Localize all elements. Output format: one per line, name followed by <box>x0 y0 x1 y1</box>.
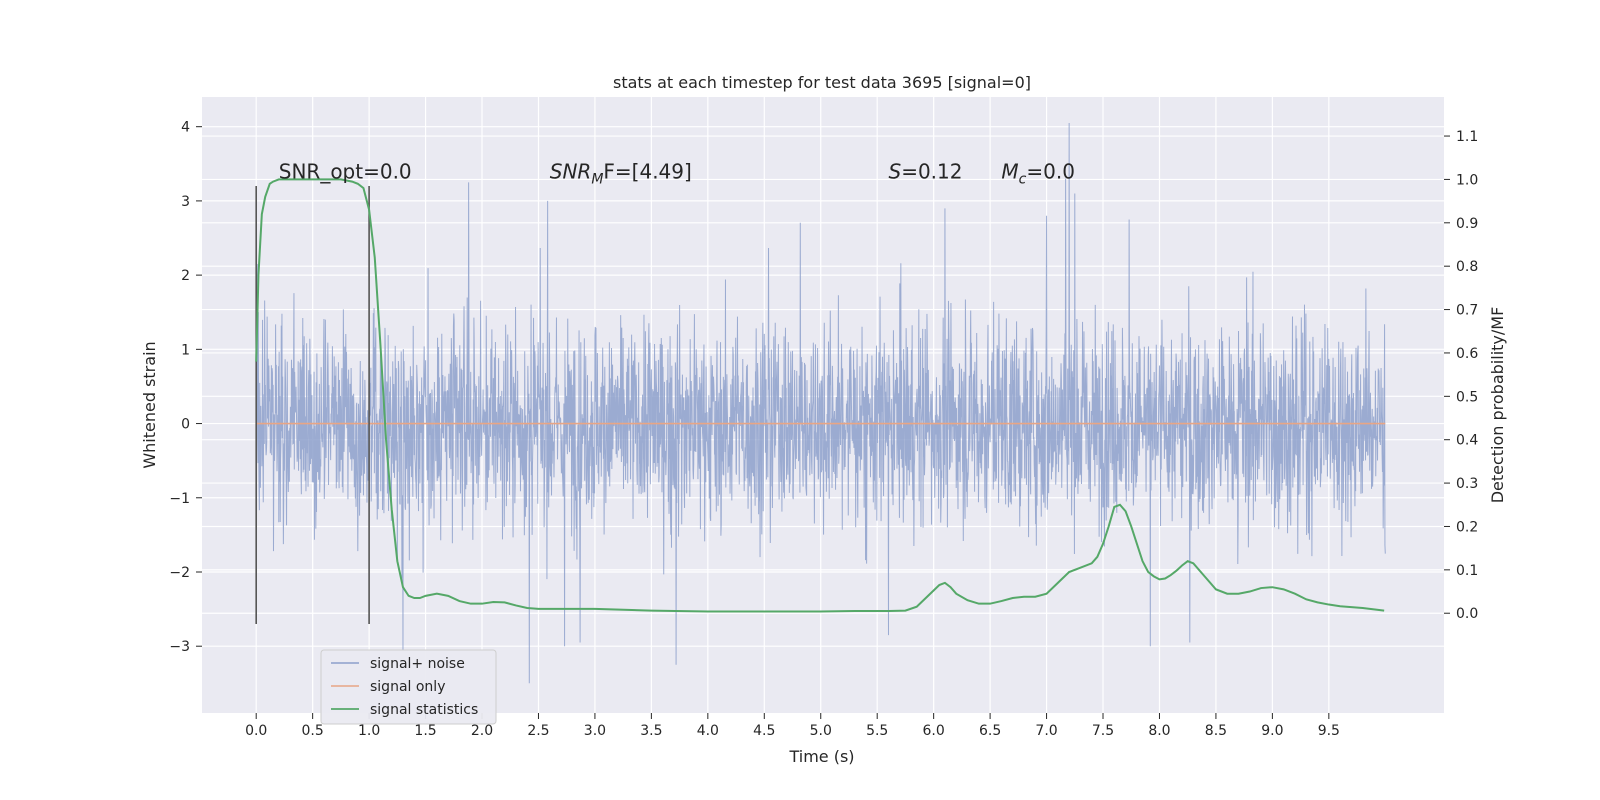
legend-label-signal-noise: signal+ noise <box>370 656 465 672</box>
x-tick-label-13: 6.5 <box>979 723 1001 739</box>
yr-tick-label-6: 0.6 <box>1456 346 1478 362</box>
x-tick-label-7: 3.5 <box>640 723 662 739</box>
x-tick-label-18: 9.0 <box>1261 723 1283 739</box>
legend: signal+ noise signal only signal statist… <box>320 649 497 725</box>
y-right-axis-label: Detection probability/MF <box>1488 307 1507 504</box>
yr-tick-label-11: 1.1 <box>1456 129 1478 145</box>
y-tick-label-5: 2 <box>181 268 190 284</box>
chart-title: stats at each timestep for test data 369… <box>613 73 1031 92</box>
yr-tick-label-10: 1.0 <box>1456 172 1478 188</box>
x-tick-label-8: 4.0 <box>697 723 719 739</box>
yr-tick-label-9: 0.9 <box>1456 216 1478 232</box>
vertical-markers <box>255 186 370 624</box>
yr-tick-label-4: 0.4 <box>1456 433 1478 449</box>
y-tick-label-7: 4 <box>181 120 190 136</box>
noise-trace <box>255 122 1386 684</box>
x-tick-label-2: 1.0 <box>358 723 380 739</box>
legend-box <box>320 649 497 725</box>
yr-tick-label-5: 0.5 <box>1456 389 1478 405</box>
y-tick-label-6: 3 <box>181 194 190 210</box>
x-axis-ticks: 0.0 0.5 1.0 1.5 2.0 2.5 3.0 3.5 4.0 4.5 5.0 5.5 6.0 6… <box>245 713 1340 739</box>
signal-statistics-line <box>255 178 1385 613</box>
x-tick-label-5: 2.5 <box>527 723 549 739</box>
x-tick-label-17: 8.5 <box>1205 723 1227 739</box>
x-tick-label-10: 5.0 <box>810 723 832 739</box>
yr-tick-label-2: 0.2 <box>1456 519 1478 535</box>
annotation-2: S=0.12 <box>888 160 962 184</box>
y-right-axis-ticks: 0.0 0.1 0.2 0.3 0.4 0.5 0.6 0.7 0.8 0.9 1.0 1.1 <box>1444 129 1478 622</box>
annotations: SNR_opt=0.0 SNRMF=[4.49] S=0.12 Mc=0.0 <box>279 160 1075 188</box>
x-tick-label-4: 2.0 <box>471 723 493 739</box>
y-tick-label-1: −2 <box>169 565 190 581</box>
legend-label-signal-statistics: signal statistics <box>370 702 478 718</box>
yr-tick-label-3: 0.3 <box>1456 476 1478 492</box>
y-tick-label-2: −1 <box>169 491 190 507</box>
x-tick-label-15: 7.5 <box>1092 723 1114 739</box>
yr-tick-label-1: 0.1 <box>1456 563 1478 579</box>
x-tick-label-0: 0.0 <box>245 723 267 739</box>
x-tick-label-12: 6.0 <box>923 723 945 739</box>
yr-tick-label-7: 0.7 <box>1456 303 1478 319</box>
x-tick-label-19: 9.5 <box>1318 723 1340 739</box>
x-tick-label-16: 8.0 <box>1148 723 1170 739</box>
annotation-1: SNRMF=[4.49] <box>550 160 692 188</box>
x-axis-label: Time (s) <box>788 747 854 766</box>
annotation-0: SNR_opt=0.0 <box>279 160 412 184</box>
x-tick-label-11: 5.5 <box>866 723 888 739</box>
x-tick-label-14: 7.0 <box>1035 723 1057 739</box>
series-signal-statistics <box>255 178 1385 613</box>
series-signal-noise <box>255 122 1386 684</box>
legend-label-signal-only: signal only <box>370 679 445 695</box>
y-tick-label-3: 0 <box>181 417 190 433</box>
y-tick-label-0: −3 <box>169 639 190 655</box>
yr-tick-label-8: 0.8 <box>1456 259 1478 275</box>
y-tick-label-4: 1 <box>181 342 190 358</box>
x-tick-label-3: 1.5 <box>414 723 436 739</box>
x-tick-label-9: 4.5 <box>753 723 775 739</box>
y-axis-label: Whitened strain <box>140 341 159 468</box>
y-axis-ticks: −3 −2 −1 0 1 2 3 4 <box>169 120 202 655</box>
x-tick-label-1: 0.5 <box>302 723 324 739</box>
yr-tick-label-0: 0.0 <box>1456 606 1478 622</box>
annotation-3: Mc=0.0 <box>1001 160 1075 188</box>
x-tick-label-6: 3.0 <box>584 723 606 739</box>
